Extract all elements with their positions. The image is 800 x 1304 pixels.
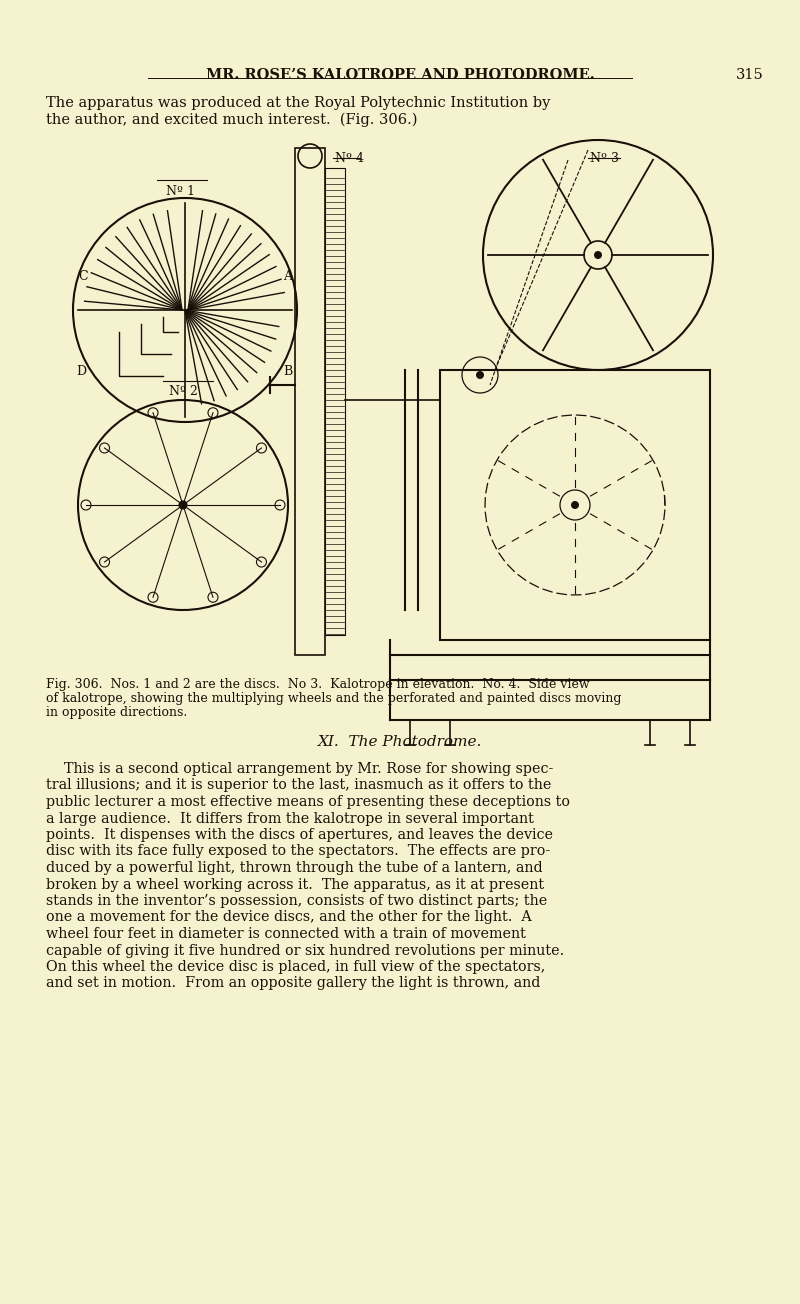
Text: stands in the inventor’s possession, consists of two distinct parts; the: stands in the inventor’s possession, con… xyxy=(46,895,547,908)
Bar xyxy=(440,370,710,640)
Text: On this wheel the device disc is placed, in full view of the spectators,: On this wheel the device disc is placed,… xyxy=(46,960,546,974)
Text: MR. ROSE’S KALOTROPE AND PHOTODROME.: MR. ROSE’S KALOTROPE AND PHOTODROME. xyxy=(206,68,594,82)
Circle shape xyxy=(594,250,602,259)
Circle shape xyxy=(571,501,579,509)
Text: XI.  The Photodrome.: XI. The Photodrome. xyxy=(318,735,482,748)
Bar xyxy=(295,147,325,655)
Text: broken by a wheel working across it.  The apparatus, as it at present: broken by a wheel working across it. The… xyxy=(46,878,544,892)
Text: 315: 315 xyxy=(736,68,764,82)
Text: Nº 1: Nº 1 xyxy=(166,185,194,198)
Text: This is a second optical arrangement by Mr. Rose for showing spec-: This is a second optical arrangement by … xyxy=(46,762,554,776)
Text: tral illusions; and it is superior to the last, inasmuch as it offers to the: tral illusions; and it is superior to th… xyxy=(46,778,551,793)
Text: The apparatus was produced at the Royal Polytechnic Institution by: The apparatus was produced at the Royal … xyxy=(46,96,550,110)
Circle shape xyxy=(476,372,484,379)
Text: Nº 3: Nº 3 xyxy=(590,153,619,166)
Text: the author, and excited much interest.  (Fig. 306.): the author, and excited much interest. (… xyxy=(46,113,418,128)
Text: B: B xyxy=(283,365,292,378)
Text: one a movement for the device discs, and the other for the light.  A: one a movement for the device discs, and… xyxy=(46,910,532,925)
Text: a large audience.  It differs from the kalotrope in several important: a large audience. It differs from the ka… xyxy=(46,811,534,825)
Text: duced by a powerful light, thrown through the tube of a lantern, and: duced by a powerful light, thrown throug… xyxy=(46,861,542,875)
Text: A: A xyxy=(283,270,292,283)
Text: Nº 2: Nº 2 xyxy=(169,385,198,398)
Text: Nº 4: Nº 4 xyxy=(335,153,364,166)
Text: points.  It dispenses with the discs of apertures, and leaves the device: points. It dispenses with the discs of a… xyxy=(46,828,553,842)
Bar xyxy=(325,168,345,635)
Text: capable of giving it five hundred or six hundred revolutions per minute.: capable of giving it five hundred or six… xyxy=(46,944,564,957)
Text: C: C xyxy=(78,270,88,283)
Text: D: D xyxy=(76,365,86,378)
Text: Fig. 306.  Nos. 1 and 2 are the discs.  No 3.  Kalotrope in elevation.  No. 4.  : Fig. 306. Nos. 1 and 2 are the discs. No… xyxy=(46,678,590,691)
Text: and set in motion.  From an opposite gallery the light is thrown, and: and set in motion. From an opposite gall… xyxy=(46,977,540,991)
Text: wheel four feet in diameter is connected with a train of movement: wheel four feet in diameter is connected… xyxy=(46,927,526,941)
Circle shape xyxy=(179,501,187,509)
Text: public lecturer a most effective means of presenting these deceptions to: public lecturer a most effective means o… xyxy=(46,795,570,808)
Text: disc with its face fully exposed to the spectators.  The effects are pro-: disc with its face fully exposed to the … xyxy=(46,845,550,858)
Text: of kalotrope, showing the multiplying wheels and the perforated and painted disc: of kalotrope, showing the multiplying wh… xyxy=(46,692,622,705)
Text: in opposite directions.: in opposite directions. xyxy=(46,705,187,719)
